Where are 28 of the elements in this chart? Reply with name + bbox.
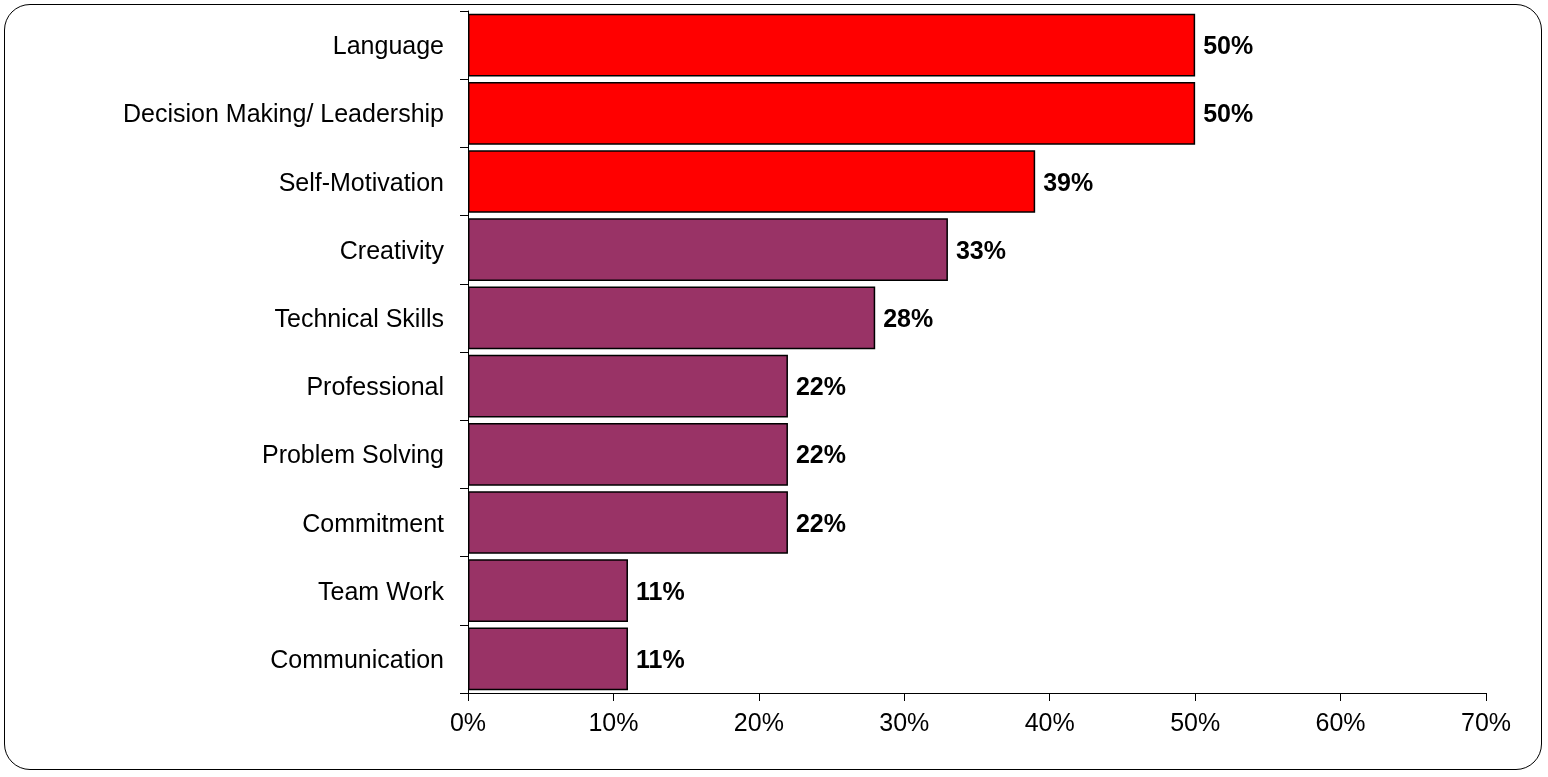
- data-label: 11%: [635, 576, 685, 605]
- x-tick-label: 60%: [1315, 707, 1366, 736]
- y-tick-label: Team Work: [318, 576, 445, 605]
- y-tick-label: Decision Making/ Leadership: [122, 99, 444, 128]
- y-tick-label: Commitment: [302, 508, 445, 537]
- x-tick-label: 30%: [879, 707, 930, 736]
- data-label: 28%: [883, 303, 934, 332]
- y-tick-label: Professional: [306, 372, 444, 401]
- data-label: 33%: [955, 235, 1006, 264]
- x-tick-label: 0%: [449, 707, 487, 736]
- y-tick-label: Creativity: [339, 235, 445, 264]
- y-tick-label: Self-Motivation: [278, 167, 444, 196]
- y-tick-label: Communication: [270, 644, 444, 673]
- x-tick-label: 10%: [588, 707, 639, 736]
- data-label: 11%: [635, 644, 685, 673]
- x-tick-label: 50%: [1170, 707, 1221, 736]
- data-label: 22%: [795, 372, 846, 401]
- data-label: 50%: [1203, 99, 1254, 128]
- data-label: 50%: [1203, 31, 1254, 60]
- data-label: 22%: [795, 440, 846, 469]
- x-tick-label: 40%: [1024, 707, 1075, 736]
- x-tick-label: 20%: [733, 707, 784, 736]
- data-label: 22%: [795, 508, 846, 537]
- y-tick-label: Technical Skills: [274, 303, 444, 332]
- y-tick-label: Language: [332, 31, 444, 60]
- data-label: 39%: [1043, 167, 1094, 196]
- x-tick-label: 70%: [1460, 707, 1512, 736]
- y-tick-label: Problem Solving: [261, 440, 444, 469]
